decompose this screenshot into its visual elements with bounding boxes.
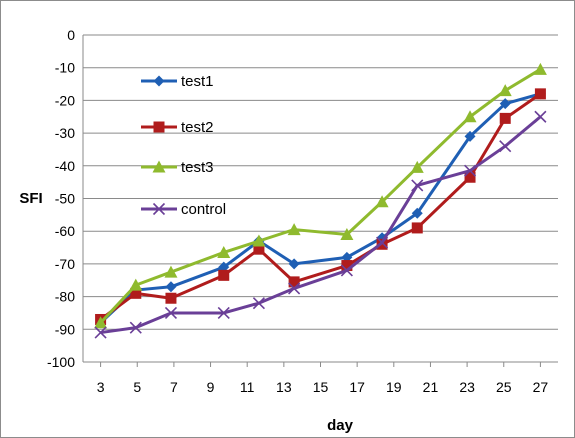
data-point-triangle [340, 227, 354, 240]
data-point-diamond [411, 207, 423, 219]
data-point-x [94, 326, 107, 339]
y-tick-label: -100 [47, 354, 75, 370]
series-line-test3 [99, 68, 542, 324]
gridlines [83, 34, 558, 330]
y-tick-label: 0 [67, 27, 75, 43]
x-tick-label: 13 [276, 379, 292, 395]
data-point-square [499, 112, 511, 124]
legend-entry-test1: test1 [141, 73, 214, 90]
data-point-triangle [375, 195, 389, 208]
data-point-square [130, 287, 142, 299]
data-point-x [252, 297, 265, 310]
x-tick-label: 17 [349, 379, 365, 395]
x-tick-label: 23 [459, 379, 475, 395]
legend: test1 test2 test3 control [141, 73, 226, 218]
data-point-x [340, 264, 353, 277]
legend-label: test3 [181, 159, 214, 176]
data-point-triangle [252, 234, 266, 247]
x-tick-label: 9 [207, 379, 215, 395]
y-tick-label: -60 [55, 223, 75, 239]
x-tick-label: 7 [170, 379, 178, 395]
data-point-x [288, 282, 301, 295]
legend-label: test2 [181, 119, 214, 136]
x-tick-label: 5 [133, 379, 141, 395]
y-axis-title: SFI [19, 190, 42, 207]
x-tick-label: 3 [97, 379, 105, 395]
data-point-x [499, 140, 512, 153]
data-point-x [129, 321, 142, 334]
x-tick-label: 15 [313, 379, 329, 395]
legend-label: test1 [181, 73, 214, 90]
legend-entry-test3: test3 [141, 159, 214, 176]
data-point-diamond [464, 130, 476, 142]
data-point-x [376, 236, 389, 249]
data-point-x [463, 164, 477, 177]
data-point-x [164, 306, 178, 320]
data-point-square [464, 171, 476, 183]
data-point-square [165, 292, 177, 304]
data-point-triangle [533, 62, 547, 75]
data-point-triangle [164, 265, 178, 278]
data-point-triangle [129, 278, 143, 291]
series-test3 [94, 62, 547, 329]
series-line-control [100, 115, 542, 335]
x-tick-label: 11 [240, 379, 255, 395]
axes: 0 -10 -20 -30 -40 -50 -60 -70 -80 -90 -100 3 5 7 9 11 13… [47, 27, 558, 395]
x-tick-label: 27 [533, 379, 549, 395]
x-tick-label: 25 [496, 379, 512, 395]
x-axis-title: day [327, 417, 354, 434]
x-tick-label: 19 [386, 379, 402, 395]
y-tick-label: -90 [55, 321, 75, 337]
y-tick-label: -70 [55, 256, 75, 272]
data-point-x [217, 306, 230, 320]
data-point-triangle [498, 84, 512, 97]
data-point-square [153, 121, 165, 133]
data-point-triangle [152, 160, 166, 173]
data-point-square [253, 243, 265, 255]
data-point-square [411, 222, 423, 234]
x-tick-label: 21 [423, 379, 439, 395]
legend-label: control [181, 201, 226, 218]
data-point-diamond [499, 98, 511, 110]
data-point-triangle [94, 316, 108, 329]
y-tick-label: -40 [55, 158, 75, 174]
legend-entry-control: control [141, 201, 226, 218]
series-group [94, 62, 547, 339]
data-point-diamond [165, 281, 177, 293]
data-point-triangle [217, 245, 231, 258]
data-point-x [534, 110, 547, 123]
data-point-diamond [288, 258, 300, 270]
series-control [94, 110, 547, 339]
y-tick-label: -50 [55, 191, 75, 207]
data-point-square [534, 88, 546, 100]
data-point-square [288, 276, 300, 288]
data-point-x [411, 179, 424, 192]
y-tick-label: -10 [55, 60, 75, 76]
legend-entry-test2: test2 [141, 119, 214, 136]
data-point-x [152, 202, 166, 216]
data-point-triangle [410, 160, 424, 173]
data-point-triangle [287, 223, 301, 236]
y-tick-label: -30 [55, 125, 75, 141]
data-point-diamond [153, 75, 165, 87]
y-tick-label: -20 [55, 92, 75, 108]
data-point-square [218, 269, 230, 281]
y-tick-label: -80 [55, 289, 75, 305]
series-line-test1 [99, 92, 541, 324]
data-point-triangle [463, 110, 477, 123]
data-point-square [341, 260, 353, 272]
